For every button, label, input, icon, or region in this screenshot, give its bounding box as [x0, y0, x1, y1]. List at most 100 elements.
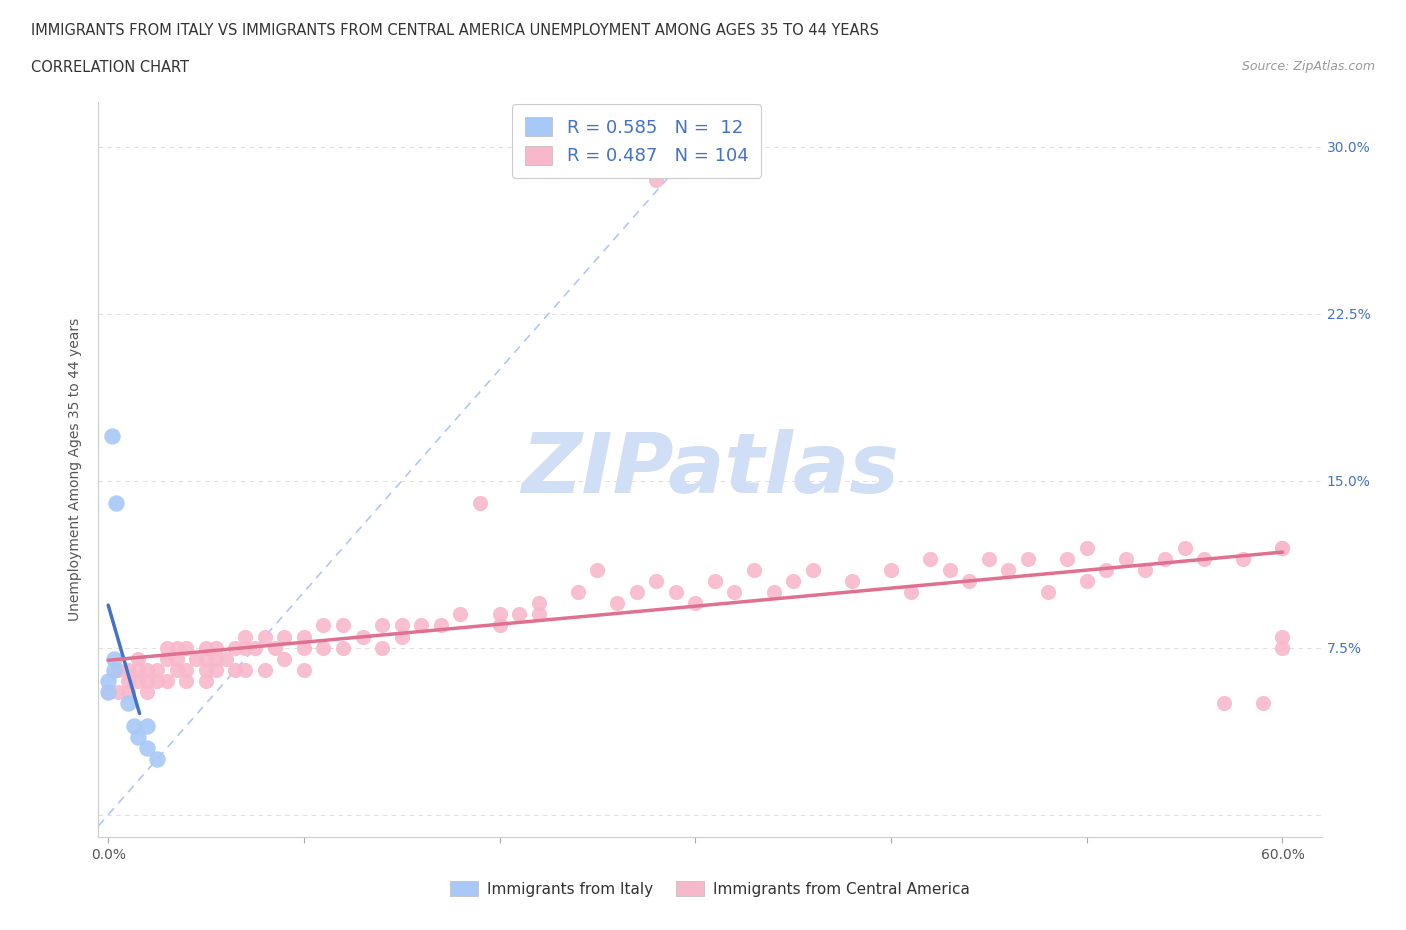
Point: [127, 673, 149, 688]
Point: [920, 551, 942, 566]
Point: [567, 585, 589, 600]
Point: [1036, 585, 1059, 600]
Text: Source: ZipAtlas.com: Source: ZipAtlas.com: [1241, 60, 1375, 73]
Point: [127, 729, 149, 744]
Point: [626, 585, 648, 600]
Point: [411, 618, 433, 633]
Point: [156, 673, 179, 688]
Point: [1192, 551, 1215, 566]
Point: [723, 585, 745, 600]
Point: [332, 641, 354, 656]
Point: [273, 630, 295, 644]
Point: [957, 574, 980, 589]
Point: [146, 751, 169, 766]
Point: [205, 651, 228, 666]
Point: [391, 630, 413, 644]
Point: [176, 641, 198, 656]
Point: [136, 740, 159, 755]
Point: [97, 684, 120, 699]
Point: [391, 618, 413, 633]
Point: [233, 662, 256, 677]
Point: [841, 574, 863, 589]
Point: [371, 618, 394, 633]
Point: [243, 641, 266, 656]
Point: [122, 718, 145, 733]
Point: [117, 696, 139, 711]
Point: [977, 551, 1000, 566]
Point: [742, 563, 765, 578]
Point: [136, 662, 159, 677]
Point: [1115, 551, 1137, 566]
Point: [997, 563, 1019, 578]
Point: [127, 651, 149, 666]
Point: [703, 574, 725, 589]
Point: [117, 673, 139, 688]
Point: [1076, 540, 1098, 555]
Point: [312, 618, 335, 633]
Point: [136, 718, 159, 733]
Point: [762, 585, 785, 600]
Point: [900, 585, 922, 600]
Point: [606, 596, 628, 611]
Point: [224, 641, 246, 656]
Point: [1017, 551, 1039, 566]
Point: [312, 641, 335, 656]
Point: [166, 651, 188, 666]
Point: [107, 684, 129, 699]
Point: [273, 651, 295, 666]
Point: [195, 641, 218, 656]
Point: [105, 496, 128, 511]
Point: [176, 673, 198, 688]
Point: [195, 662, 218, 677]
Point: [782, 574, 804, 589]
Point: [156, 641, 179, 656]
Point: [450, 607, 472, 622]
Point: [292, 641, 315, 656]
Point: [645, 574, 668, 589]
Point: [645, 173, 668, 188]
Point: [1095, 563, 1118, 578]
Point: [371, 641, 394, 656]
Point: [97, 673, 120, 688]
Legend: Immigrants from Italy, Immigrants from Central America: Immigrants from Italy, Immigrants from C…: [444, 874, 976, 903]
Point: [1056, 551, 1078, 566]
Point: [263, 641, 285, 656]
Text: ZIPatlas: ZIPatlas: [522, 429, 898, 511]
Point: [166, 641, 188, 656]
Point: [488, 607, 510, 622]
Point: [117, 684, 139, 699]
Point: [117, 662, 139, 677]
Point: [103, 651, 125, 666]
Point: [468, 496, 491, 511]
Point: [101, 429, 124, 444]
Point: [685, 596, 707, 611]
Point: [1174, 540, 1197, 555]
Point: [107, 662, 129, 677]
Point: [1076, 574, 1098, 589]
Point: [508, 607, 530, 622]
Point: [253, 630, 276, 644]
Point: [586, 563, 609, 578]
Point: [186, 651, 208, 666]
Point: [1154, 551, 1177, 566]
Point: [527, 607, 550, 622]
Point: [1271, 540, 1294, 555]
Point: [176, 662, 198, 677]
Point: [214, 651, 236, 666]
Point: [146, 662, 169, 677]
Point: [488, 618, 510, 633]
Point: [146, 673, 169, 688]
Point: [332, 618, 354, 633]
Point: [136, 673, 159, 688]
Point: [1271, 630, 1294, 644]
Point: [1212, 696, 1234, 711]
Point: [156, 651, 179, 666]
Point: [939, 563, 962, 578]
Point: [233, 641, 256, 656]
Point: [205, 662, 228, 677]
Point: [166, 662, 188, 677]
Point: [1251, 696, 1274, 711]
Point: [665, 585, 688, 600]
Point: [801, 563, 824, 578]
Point: [97, 684, 120, 699]
